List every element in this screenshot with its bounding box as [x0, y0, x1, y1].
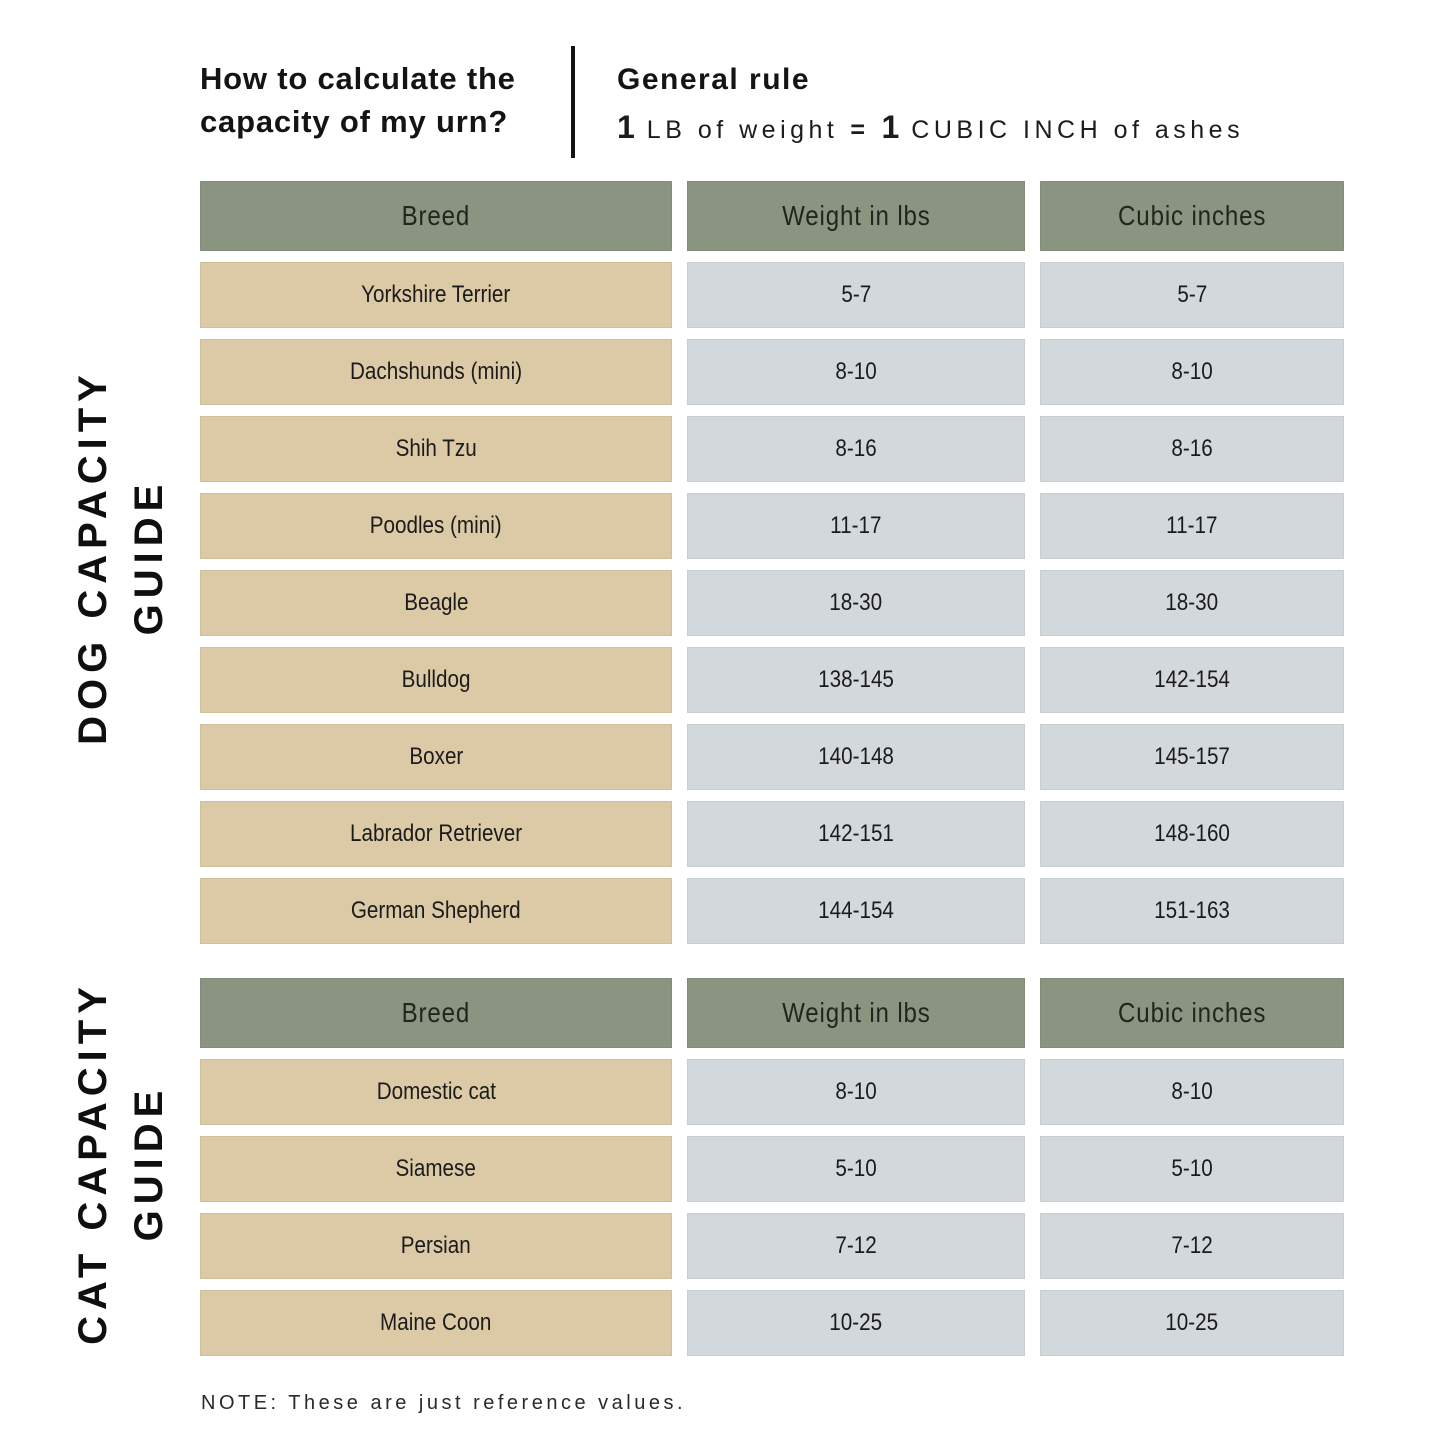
table-row: Bulldog 138-145 142-154 [200, 647, 1344, 713]
table-row: Dachshunds (mini) 8-10 8-10 [200, 339, 1344, 405]
cat-table-header-row: Breed Weight in lbs Cubic inches [200, 978, 1344, 1048]
rule-number-1: 1 [617, 109, 635, 145]
dog-header-cubic: Cubic inches [1040, 181, 1344, 251]
table-row: Boxer 140-148 145-157 [200, 724, 1344, 790]
dog-header-breed: Breed [200, 181, 672, 251]
breed-cell: Poodles (mini) [200, 493, 672, 559]
rule-rhs-text: CUBIC INCH of ashes [911, 116, 1245, 144]
weight-cell: 10-25 [687, 1290, 1025, 1356]
table-row: Yorkshire Terrier 5-7 5-7 [200, 262, 1344, 328]
cat-header-breed: Breed [200, 978, 672, 1048]
breed-cell: Domestic cat [200, 1059, 672, 1125]
breed-cell: Bulldog [200, 647, 672, 713]
cubic-cell: 10-25 [1040, 1290, 1344, 1356]
table-row: Labrador Retriever 142-151 148-160 [200, 801, 1344, 867]
breed-cell: Dachshunds (mini) [200, 339, 672, 405]
cubic-cell: 145-157 [1040, 724, 1344, 790]
cat-capacity-table: Breed Weight in lbs Cubic inches Domesti… [200, 978, 1344, 1356]
weight-cell: 8-10 [687, 339, 1025, 405]
table-row: Persian 7-12 7-12 [200, 1213, 1344, 1279]
table-row: Poodles (mini) 11-17 11-17 [200, 493, 1344, 559]
table-row: German Shepherd 144-154 151-163 [200, 878, 1344, 944]
cubic-cell: 142-154 [1040, 647, 1344, 713]
general-rule-formula: 1 LB of weight = 1 CUBIC INCH of ashes [617, 109, 1244, 146]
cubic-cell: 8-10 [1040, 1059, 1344, 1125]
cubic-cell: 148-160 [1040, 801, 1344, 867]
breed-cell: Siamese [200, 1136, 672, 1202]
breed-cell: Yorkshire Terrier [200, 262, 672, 328]
weight-cell: 5-7 [687, 262, 1025, 328]
cat-section-label: CAT CAPACITY GUIDE [65, 953, 177, 1373]
dog-label-line1: DOG CAPACITY [71, 369, 115, 745]
breed-cell: Beagle [200, 570, 672, 636]
rule-number-2: 1 [881, 109, 900, 145]
weight-cell: 138-145 [687, 647, 1025, 713]
weight-cell: 140-148 [687, 724, 1025, 790]
table-row: Maine Coon 10-25 10-25 [200, 1290, 1344, 1356]
table-row: Shih Tzu 8-16 8-16 [200, 416, 1344, 482]
cubic-cell: 11-17 [1040, 493, 1344, 559]
dog-section-label: DOG CAPACITY GUIDE [65, 347, 177, 767]
reference-note: NOTE: These are just reference values. [201, 1392, 687, 1414]
dog-header-weight: Weight in lbs [687, 181, 1025, 251]
cubic-cell: 151-163 [1040, 878, 1344, 944]
rule-equals-sign: = [850, 116, 870, 144]
cat-header-weight: Weight in lbs [687, 978, 1025, 1048]
breed-cell: German Shepherd [200, 878, 672, 944]
page-title: How to calculate the capacity of my urn? [200, 57, 516, 143]
breed-cell: Maine Coon [200, 1290, 672, 1356]
general-rule: General rule 1 LB of weight = 1 CUBIC IN… [617, 63, 1244, 146]
page-title-line1: How to calculate the [200, 61, 516, 96]
general-rule-title: General rule [617, 63, 811, 96]
weight-cell: 142-151 [687, 801, 1025, 867]
dog-table-header-row: Breed Weight in lbs Cubic inches [200, 181, 1344, 251]
cubic-cell: 5-7 [1040, 262, 1344, 328]
weight-cell: 8-10 [687, 1059, 1025, 1125]
breed-cell: Boxer [200, 724, 672, 790]
table-row: Beagle 18-30 18-30 [200, 570, 1344, 636]
breed-cell: Shih Tzu [200, 416, 672, 482]
table-row: Domestic cat 8-10 8-10 [200, 1059, 1344, 1125]
cubic-cell: 7-12 [1040, 1213, 1344, 1279]
dog-label-line2: GUIDE [127, 478, 171, 636]
table-row: Siamese 5-10 5-10 [200, 1136, 1344, 1202]
cat-header-cubic: Cubic inches [1040, 978, 1344, 1048]
rule-lhs-text: LB of weight [646, 116, 839, 144]
cubic-cell: 18-30 [1040, 570, 1344, 636]
weight-cell: 8-16 [687, 416, 1025, 482]
breed-cell: Persian [200, 1213, 672, 1279]
dog-capacity-table: Breed Weight in lbs Cubic inches Yorkshi… [200, 181, 1344, 944]
weight-cell: 11-17 [687, 493, 1025, 559]
weight-cell: 5-10 [687, 1136, 1025, 1202]
cat-label-line2: GUIDE [127, 1084, 171, 1242]
weight-cell: 144-154 [687, 878, 1025, 944]
page-title-line2: capacity of my urn? [200, 104, 509, 139]
weight-cell: 18-30 [687, 570, 1025, 636]
weight-cell: 7-12 [687, 1213, 1025, 1279]
breed-cell: Labrador Retriever [200, 801, 672, 867]
cubic-cell: 5-10 [1040, 1136, 1344, 1202]
cat-label-line1: CAT CAPACITY [71, 981, 115, 1345]
cubic-cell: 8-16 [1040, 416, 1344, 482]
cubic-cell: 8-10 [1040, 339, 1344, 405]
title-divider [571, 46, 575, 158]
